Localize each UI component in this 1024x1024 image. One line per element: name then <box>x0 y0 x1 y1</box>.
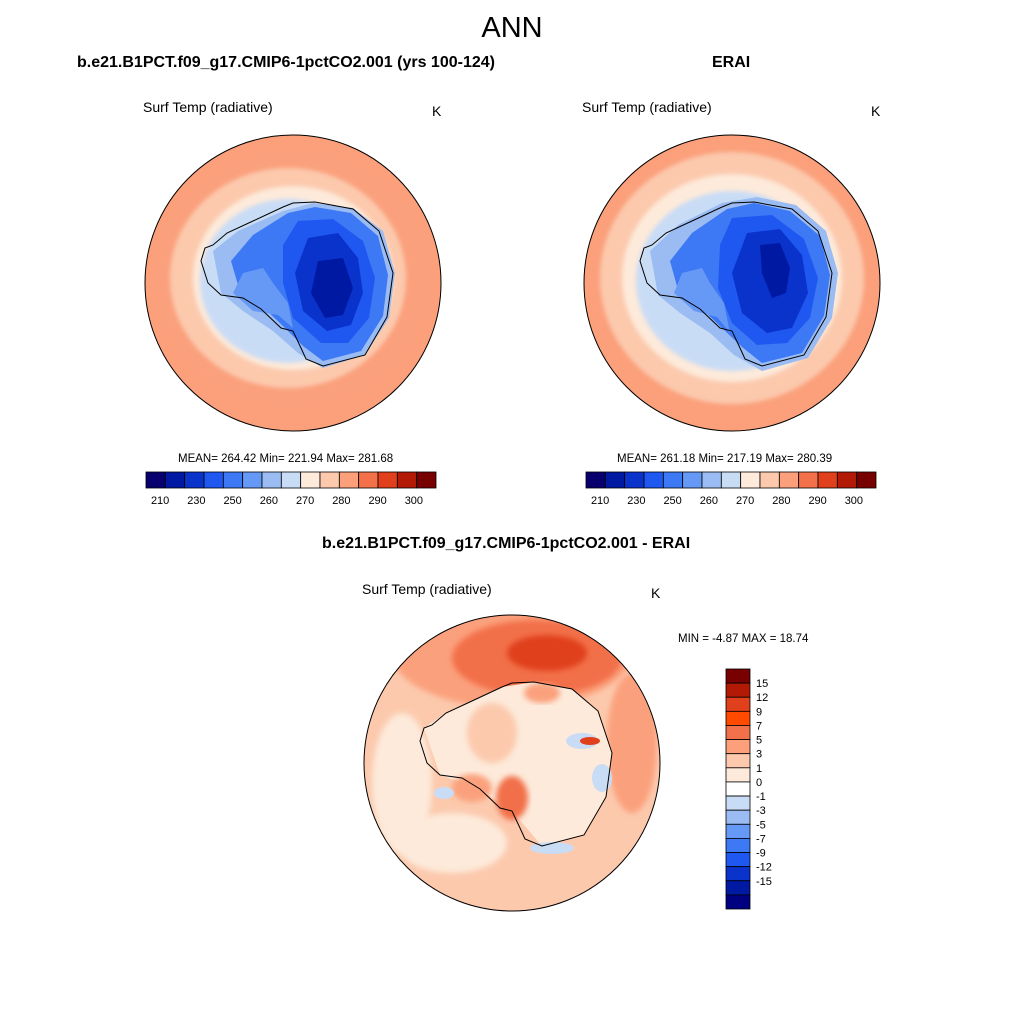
panel-2-units-label: K <box>871 103 881 119</box>
panel-2-colorbar-swatch <box>662 471 684 489</box>
panel-1-colorbar-swatch <box>145 471 166 489</box>
panel-2-title: ERAI <box>712 54 751 71</box>
panel-2-colorbar-swatch <box>778 471 800 489</box>
panel-2-colorbar-swatch <box>585 471 606 489</box>
panel-1-map <box>144 134 442 432</box>
panel-3-colorbar-tick-label: 3 <box>756 749 762 761</box>
panel-1-colorbar-tick-label: 280 <box>332 495 350 507</box>
panel-2-temperature-field <box>584 135 880 431</box>
panel-1-colorbar-swatch <box>184 471 205 489</box>
panel-3-colorbar-swatch <box>725 795 751 811</box>
panel-1-colorbar-swatch <box>338 471 360 489</box>
panel-3-colorbar-swatch <box>725 696 751 712</box>
panel-1-colorbar-tick-label: 210 <box>151 495 169 507</box>
panel-1-colorbar-tick-label: 270 <box>296 495 314 507</box>
panel-1-colorbar-tick-label: 300 <box>405 495 423 507</box>
panel-1-colorbar-swatch <box>280 471 302 489</box>
panel-3-colorbar-swatch <box>725 710 751 726</box>
panel-2-colorbar-tick-label: 250 <box>663 495 681 507</box>
panel-3-colorbar-swatch <box>725 725 751 740</box>
panel-2-colorbar-swatch <box>682 471 703 489</box>
panel-3-colorbar-swatch <box>725 668 751 684</box>
panel-3-colorbar-tick-label: 0 <box>756 777 762 789</box>
panel-3-colorbar-tick-label: -3 <box>756 805 766 817</box>
panel-3-colorbar-swatch <box>725 894 751 910</box>
panel-3-colorbar-tick-label: 7 <box>756 720 762 732</box>
panel-3-colorbar-swatch <box>725 767 751 783</box>
panel-1-stats: MEAN= 264.42 Min= 221.94 Max= 281.68 <box>178 453 394 465</box>
panel-1-units-label: K <box>432 103 442 119</box>
panel-2-variable-label: Surf Temp (radiative) <box>582 99 712 115</box>
panel-2-colorbar-swatch <box>836 471 858 489</box>
panel-2-colorbar-tick-label: 210 <box>591 495 609 507</box>
panel-2-colorbar: 210 230 250 260 270 280 290 300 <box>585 471 877 507</box>
panel-3-colorbar-tick-label: -7 <box>756 833 766 845</box>
panel-2-colorbar-swatch <box>740 471 761 489</box>
panel-3-colorbar-swatch <box>725 838 751 853</box>
panel-2-colorbar-swatch <box>798 471 819 489</box>
panel-3-units-label: K <box>651 585 661 601</box>
panel-2-colorbar-tick-label: 300 <box>845 495 863 507</box>
panel-1-colorbar-swatch <box>319 471 340 489</box>
panel-1-colorbar-swatch <box>377 471 398 489</box>
panel-1-colorbar-swatch <box>358 471 379 489</box>
panel-2-colorbar-tick-label: 270 <box>736 495 754 507</box>
panel-3-colorbar-swatch <box>725 880 751 896</box>
panel-2-map <box>583 134 881 432</box>
panel-2-colorbar-swatch <box>604 471 626 489</box>
panel-3-colorbar-tick-label: 5 <box>756 735 762 747</box>
panel-2-colorbar-swatch <box>701 471 722 489</box>
panel-3-colorbar-swatch <box>725 852 751 868</box>
panel-3-colorbar-swatch <box>725 823 751 839</box>
panel-2-colorbar-tick-label: 260 <box>700 495 718 507</box>
panel-2-stats: MEAN= 261.18 Min= 217.19 Max= 280.39 <box>617 453 833 465</box>
panel-1-colorbar-tick-label: 290 <box>368 495 386 507</box>
panel-3-colorbar-swatch <box>725 809 751 825</box>
panel-3-colorbar: 15 12 9 7 5 3 1 0 -1 -3 -5 -7 -9 -12 -15 <box>725 668 772 910</box>
panel-2-colorbar-tick-label: 280 <box>772 495 790 507</box>
panel-3-colorbar-tick-label: 9 <box>756 706 762 718</box>
panel-1-colorbar-swatch <box>416 471 437 489</box>
panel-3-colorbar-swatch <box>725 866 751 882</box>
panel-3-title: b.e21.B1PCT.f09_g17.CMIP6-1pctCO2.001 - … <box>322 535 691 552</box>
panel-1-colorbar-swatch <box>261 471 282 489</box>
panel-2-colorbar-swatch <box>720 471 742 489</box>
panel-3-colorbar-tick-label: 12 <box>756 692 768 704</box>
panel-2-colorbar-swatch <box>856 471 877 489</box>
panel-3-colorbar-swatch <box>725 753 751 769</box>
panel-3-colorbar-tick-label: 15 <box>756 678 768 690</box>
panel-3-colorbar-tick-label: -9 <box>756 848 766 860</box>
panel-1-colorbar: 210 230 250 260 270 280 290 300 <box>145 471 437 507</box>
panel-3-colorbar-tick-label: -15 <box>756 876 772 888</box>
panel-3-colorbar-tick-label: -1 <box>756 791 766 803</box>
panel-3-colorbar-swatch <box>725 739 751 755</box>
panel-3-colorbar-swatch <box>725 781 751 797</box>
panel-2-colorbar-tick-label: 230 <box>627 495 645 507</box>
panel-3-map <box>363 614 661 912</box>
panel-1-colorbar-swatch <box>300 471 321 489</box>
panel-3-variable-label: Surf Temp (radiative) <box>362 581 492 597</box>
panel-3-colorbar-tick-label: -5 <box>756 819 766 831</box>
page-title: ANN <box>481 12 543 44</box>
panel-1-variable-label: Surf Temp (radiative) <box>143 99 273 115</box>
panel-1-title: b.e21.B1PCT.f09_g17.CMIP6-1pctCO2.001 (y… <box>77 54 495 71</box>
panel-2-colorbar-swatch <box>759 471 780 489</box>
panel-2-colorbar-swatch <box>643 471 664 489</box>
panel-2-colorbar-tick-label: 290 <box>808 495 826 507</box>
panel-1-colorbar-swatch <box>396 471 418 489</box>
panel-1-colorbar-tick-label: 260 <box>260 495 278 507</box>
panel-1-colorbar-tick-label: 230 <box>187 495 205 507</box>
panel-2-colorbar-swatch <box>817 471 838 489</box>
panel-1-colorbar-tick-label: 250 <box>223 495 241 507</box>
panel-1-colorbar-swatch <box>203 471 224 489</box>
panel-1-colorbar-swatch <box>222 471 244 489</box>
panel-1-temperature-field <box>145 135 441 431</box>
panel-1-colorbar-swatch <box>242 471 263 489</box>
panel-3-stats: MIN = -4.87 MAX = 18.74 <box>678 633 809 645</box>
panel-3-colorbar-tick-label: 1 <box>756 763 762 775</box>
panel-2-colorbar-swatch <box>624 471 645 489</box>
panel-3-colorbar-tick-label: -12 <box>756 862 772 874</box>
panel-3-colorbar-swatch <box>725 682 751 698</box>
panel-1-colorbar-swatch <box>164 471 186 489</box>
